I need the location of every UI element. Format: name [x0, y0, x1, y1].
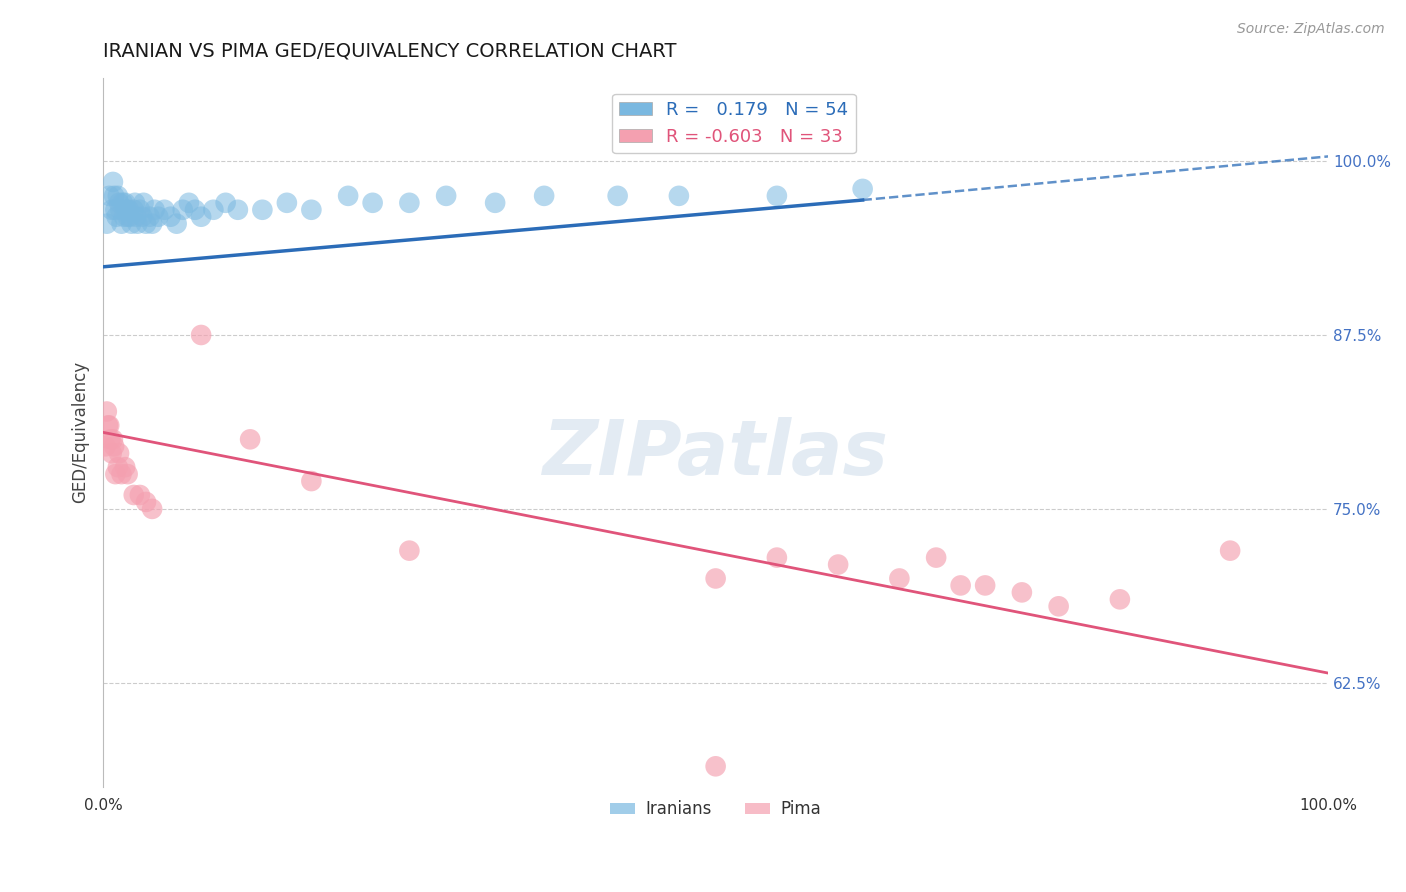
Point	[226, 202, 249, 217]
Point	[96, 404, 118, 418]
Point	[135, 217, 157, 231]
Point	[100, 446, 122, 460]
Point	[108, 195, 131, 210]
Point	[108, 446, 131, 460]
Point	[484, 195, 506, 210]
Point	[299, 474, 322, 488]
Point	[128, 488, 150, 502]
Point	[104, 202, 127, 217]
Point	[131, 210, 153, 224]
Point	[704, 759, 727, 773]
Point	[114, 460, 136, 475]
Point	[214, 195, 236, 210]
Point	[122, 488, 145, 502]
Point	[135, 495, 157, 509]
Point	[138, 210, 160, 224]
Point	[128, 202, 150, 217]
Point	[299, 202, 322, 217]
Point	[100, 433, 122, 447]
Point	[827, 558, 849, 572]
Point	[153, 202, 176, 217]
Point	[107, 460, 129, 475]
Point	[115, 202, 138, 217]
Point	[361, 195, 384, 210]
Point	[704, 572, 727, 586]
Point	[974, 578, 997, 592]
Point	[143, 202, 166, 217]
Point	[1011, 585, 1033, 599]
Point	[434, 189, 457, 203]
Point	[398, 195, 420, 210]
Point	[159, 210, 181, 224]
Point	[398, 543, 420, 558]
Point	[132, 195, 155, 210]
Text: Source: ZipAtlas.com: Source: ZipAtlas.com	[1237, 22, 1385, 37]
Point	[120, 210, 142, 224]
Point	[239, 433, 262, 447]
Point	[668, 189, 690, 203]
Point	[96, 217, 118, 231]
Point	[120, 217, 142, 231]
Point	[100, 202, 122, 217]
Point	[98, 418, 121, 433]
Point	[111, 195, 134, 210]
Point	[104, 467, 127, 482]
Point	[112, 210, 135, 224]
Point	[117, 467, 139, 482]
Point	[1109, 592, 1132, 607]
Point	[925, 550, 948, 565]
Point	[202, 202, 225, 217]
Point	[766, 189, 789, 203]
Point	[1047, 599, 1070, 614]
Point	[98, 189, 121, 203]
Point	[852, 182, 875, 196]
Point	[177, 195, 200, 210]
Point	[141, 217, 163, 231]
Point	[184, 202, 207, 217]
Point	[122, 202, 145, 217]
Point	[276, 195, 298, 210]
Point	[107, 189, 129, 203]
Point	[103, 439, 125, 453]
Point	[125, 210, 148, 224]
Point	[105, 210, 128, 224]
Point	[252, 202, 274, 217]
Point	[94, 439, 117, 453]
Point	[166, 217, 188, 231]
Point	[337, 189, 360, 203]
Point	[141, 502, 163, 516]
Point	[190, 328, 212, 343]
Point	[114, 195, 136, 210]
Point	[101, 433, 124, 447]
Point	[117, 210, 139, 224]
Text: IRANIAN VS PIMA GED/EQUIVALENCY CORRELATION CHART: IRANIAN VS PIMA GED/EQUIVALENCY CORRELAT…	[103, 42, 676, 61]
Text: ZIPatlas: ZIPatlas	[543, 417, 889, 491]
Point	[124, 195, 146, 210]
Point	[118, 202, 141, 217]
Point	[533, 189, 555, 203]
Point	[110, 202, 132, 217]
Point	[110, 467, 132, 482]
Point	[127, 217, 149, 231]
Y-axis label: GED/Equivalency: GED/Equivalency	[72, 361, 89, 503]
Point	[148, 210, 170, 224]
Point	[1219, 543, 1241, 558]
Point	[101, 175, 124, 189]
Point	[889, 572, 911, 586]
Point	[606, 189, 628, 203]
Point	[97, 418, 120, 433]
Point	[949, 578, 972, 592]
Point	[766, 550, 789, 565]
Legend: Iranians, Pima: Iranians, Pima	[603, 794, 828, 825]
Point	[190, 210, 212, 224]
Point	[172, 202, 194, 217]
Point	[103, 189, 125, 203]
Point	[110, 217, 132, 231]
